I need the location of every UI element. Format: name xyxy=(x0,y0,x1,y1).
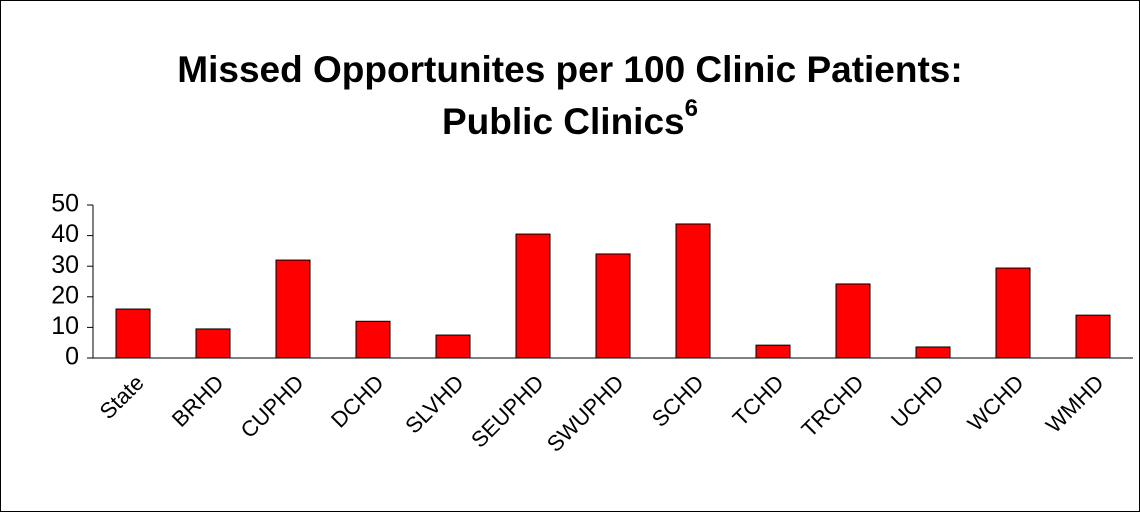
bar xyxy=(195,328,231,359)
bar xyxy=(675,223,711,359)
y-tick-label: 0 xyxy=(65,343,79,371)
chart-title: Public Clinics6 xyxy=(442,95,698,141)
chart-title-line: Public Clinics xyxy=(442,101,685,142)
bar xyxy=(915,346,951,359)
y-tick-label: 40 xyxy=(51,220,79,248)
y-tick-label: 20 xyxy=(51,281,79,309)
y-tick-label: 30 xyxy=(51,251,79,279)
bar xyxy=(995,267,1031,359)
bar xyxy=(115,308,151,359)
bar xyxy=(275,259,311,359)
bar xyxy=(755,344,791,359)
bar xyxy=(835,283,871,359)
bar xyxy=(435,334,471,359)
bar xyxy=(595,253,631,359)
title-superscript: 6 xyxy=(685,95,698,122)
y-tick-label: 10 xyxy=(51,312,79,340)
bar xyxy=(1075,314,1111,359)
chart-title: Missed Opportunites per 100 Clinic Patie… xyxy=(177,49,962,90)
bar xyxy=(515,233,551,359)
y-tick-label: 50 xyxy=(51,190,79,218)
bar xyxy=(355,320,391,359)
